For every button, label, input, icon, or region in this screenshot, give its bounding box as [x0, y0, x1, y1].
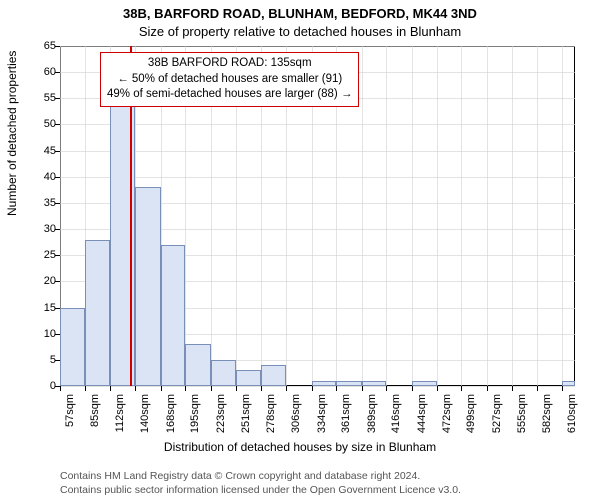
histogram-bar — [562, 381, 575, 386]
annotation-line1: 38B BARFORD ROAD: 135sqm — [107, 56, 352, 72]
x-tick — [161, 386, 162, 391]
x-tick — [110, 386, 111, 391]
y-tick-label: 30 — [30, 223, 56, 235]
grid-line-v — [562, 46, 563, 386]
x-tick-label: 472sqm — [441, 394, 453, 433]
grid-line-v — [512, 46, 513, 386]
y-tick-label: 10 — [30, 328, 56, 340]
histogram-bar — [211, 360, 236, 386]
histogram-bar — [362, 381, 387, 386]
histogram-bar — [261, 365, 286, 386]
x-tick-label: 416sqm — [390, 394, 402, 433]
annotation-box: 38B BARFORD ROAD: 135sqm ← 50% of detach… — [100, 52, 359, 107]
x-tick — [336, 386, 337, 391]
footer-line2: Contains public sector information licen… — [60, 484, 461, 496]
x-tick — [562, 386, 563, 391]
axis-right — [574, 46, 575, 386]
y-tick-label: 35 — [30, 197, 56, 209]
histogram-bar — [412, 381, 437, 386]
x-tick — [286, 386, 287, 391]
x-tick-label: 306sqm — [290, 394, 302, 433]
footer-line1: Contains HM Land Registry data © Crown c… — [60, 470, 420, 482]
x-tick — [461, 386, 462, 391]
x-tick-label: 251sqm — [240, 394, 252, 433]
x-axis-label: Distribution of detached houses by size … — [0, 440, 600, 454]
x-tick — [135, 386, 136, 391]
x-tick-label: 168sqm — [165, 394, 177, 433]
grid-line-v — [537, 46, 538, 386]
grid-line-v — [412, 46, 413, 386]
annotation-line3: 49% of semi-detached houses are larger (… — [107, 87, 352, 103]
y-tick-label: 45 — [30, 145, 56, 157]
histogram-bar — [135, 187, 160, 386]
histogram-bar — [312, 381, 337, 386]
chart-title-line1: 38B, BARFORD ROAD, BLUNHAM, BEDFORD, MK4… — [0, 6, 600, 21]
x-tick — [236, 386, 237, 391]
x-tick-label: 57sqm — [64, 394, 76, 427]
x-tick-label: 610sqm — [566, 394, 578, 433]
x-tick — [261, 386, 262, 391]
x-tick — [60, 386, 61, 391]
x-tick — [386, 386, 387, 391]
y-tick-label: 40 — [30, 171, 56, 183]
x-tick — [487, 386, 488, 391]
histogram-bar — [185, 344, 210, 386]
y-tick-label: 15 — [30, 302, 56, 314]
x-tick-label: 140sqm — [139, 394, 151, 433]
x-tick — [85, 386, 86, 391]
histogram-bar — [336, 381, 361, 386]
y-tick-label: 55 — [30, 92, 56, 104]
y-tick-label: 60 — [30, 66, 56, 78]
histogram-bar — [236, 370, 261, 386]
x-tick — [512, 386, 513, 391]
x-tick — [412, 386, 413, 391]
x-tick-label: 334sqm — [316, 394, 328, 433]
x-tick-label: 389sqm — [366, 394, 378, 433]
y-tick-label: 5 — [30, 354, 56, 366]
chart-title-line2: Size of property relative to detached ho… — [0, 24, 600, 39]
x-tick-label: 527sqm — [491, 394, 503, 433]
grid-line-h — [60, 46, 575, 47]
y-tick-label: 25 — [30, 249, 56, 261]
x-tick-label: 195sqm — [189, 394, 201, 433]
histogram-bar — [60, 308, 85, 386]
property-size-chart: 38B, BARFORD ROAD, BLUNHAM, BEDFORD, MK4… — [0, 0, 600, 500]
y-axis-label: Number of detached properties — [5, 51, 19, 216]
x-tick-label: 223sqm — [215, 394, 227, 433]
grid-line-v — [362, 46, 363, 386]
y-tick-label: 50 — [30, 118, 56, 130]
grid-line-h — [60, 151, 575, 152]
x-tick — [362, 386, 363, 391]
grid-line-h — [60, 124, 575, 125]
x-tick-label: 112sqm — [114, 394, 126, 432]
grid-line-v — [437, 46, 438, 386]
grid-line-h — [60, 386, 575, 387]
x-tick — [312, 386, 313, 391]
annotation-line2: ← 50% of detached houses are smaller (91… — [107, 72, 352, 88]
x-tick — [437, 386, 438, 391]
x-tick-label: 555sqm — [516, 394, 528, 433]
y-tick-label: 65 — [30, 40, 56, 52]
grid-line-v — [461, 46, 462, 386]
x-tick-label: 361sqm — [340, 394, 352, 433]
grid-line-v — [487, 46, 488, 386]
x-tick — [185, 386, 186, 391]
x-tick-label: 85sqm — [89, 394, 101, 427]
grid-line-h — [60, 177, 575, 178]
x-tick-label: 444sqm — [416, 394, 428, 433]
histogram-bar — [161, 245, 186, 386]
histogram-bar — [85, 240, 110, 386]
x-tick — [211, 386, 212, 391]
x-tick-label: 582sqm — [541, 394, 553, 433]
x-tick-label: 499sqm — [465, 394, 477, 433]
y-tick-label: 20 — [30, 275, 56, 287]
grid-line-v — [386, 46, 387, 386]
x-tick-label: 278sqm — [265, 394, 277, 433]
x-tick — [537, 386, 538, 391]
y-tick-label: 0 — [30, 380, 56, 392]
